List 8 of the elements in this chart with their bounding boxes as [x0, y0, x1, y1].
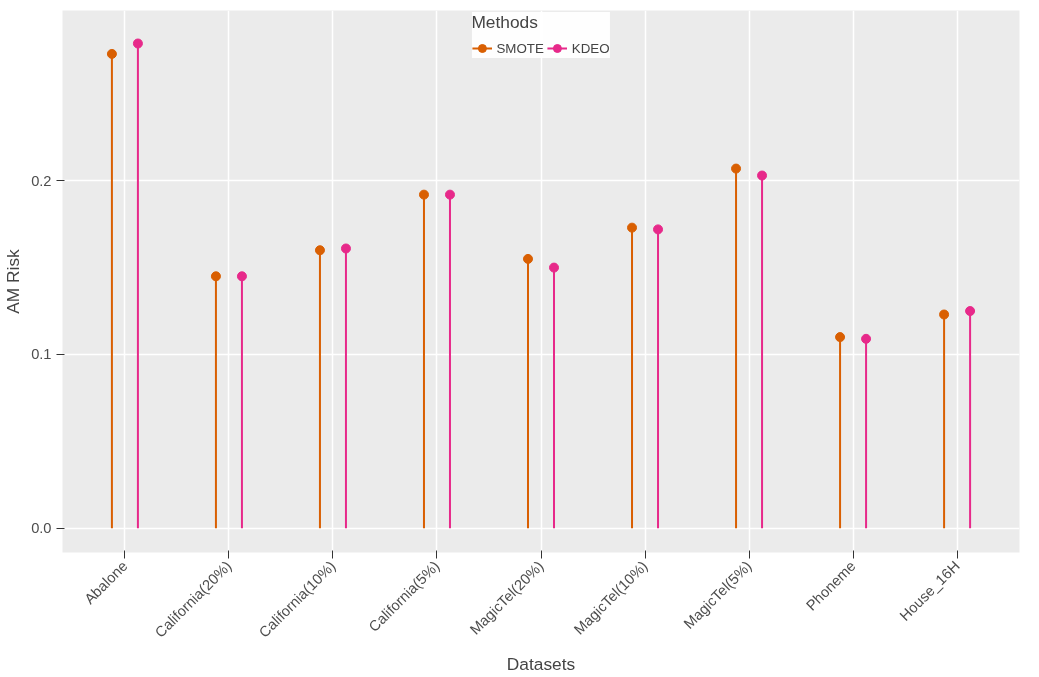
- y-tick-label: 0.1: [31, 346, 52, 363]
- y-tick-label: 0.0: [31, 520, 52, 537]
- legend-title: Methods: [471, 12, 539, 33]
- y-tick-label: 0.2: [31, 172, 52, 189]
- legend-label: KDEO: [571, 40, 610, 56]
- y-axis-title: AM Risk: [3, 248, 24, 314]
- legend-label: SMOTE: [496, 40, 544, 56]
- x-axis-title: Datasets: [506, 654, 576, 675]
